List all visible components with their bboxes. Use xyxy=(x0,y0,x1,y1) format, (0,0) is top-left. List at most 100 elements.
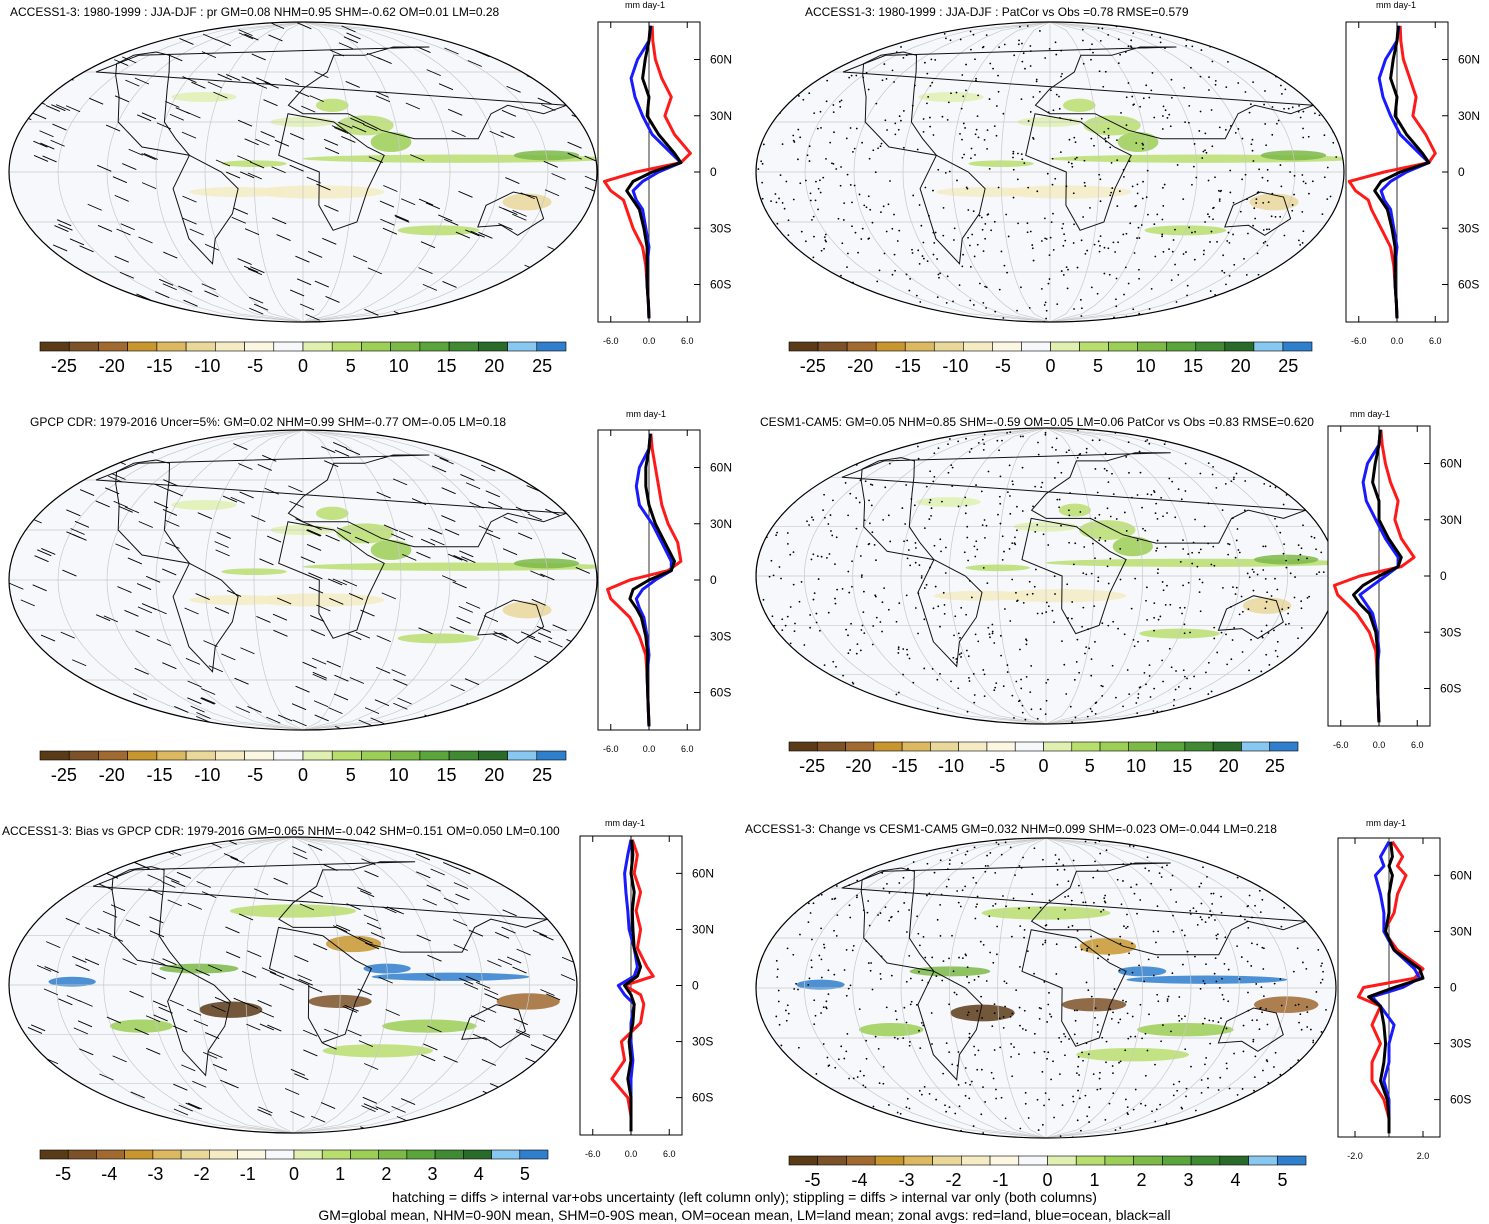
hatch-mark xyxy=(40,1110,55,1118)
stipple-dot xyxy=(813,1023,816,1026)
stipple-dot xyxy=(1241,314,1244,316)
hatch-mark xyxy=(504,1085,520,1093)
hatch-mark xyxy=(136,1132,151,1133)
stipple-dot xyxy=(786,615,789,618)
stipple-dot xyxy=(902,876,905,879)
hatch-mark xyxy=(564,434,580,441)
stipple-dot xyxy=(1318,274,1321,277)
stipple-dot xyxy=(789,904,792,907)
stipple-dot xyxy=(1238,695,1241,697)
stipple-dot xyxy=(1040,287,1043,290)
stipple-dot xyxy=(1274,486,1277,489)
stipple-dot xyxy=(826,556,828,559)
stipple-dot xyxy=(1284,623,1287,626)
colorbar-label: 0 xyxy=(1038,756,1048,776)
stipple-dot xyxy=(1279,215,1282,218)
stipple-dot xyxy=(1305,712,1308,715)
stipple-dot xyxy=(1099,39,1102,42)
stipple-dot xyxy=(1099,244,1101,247)
hatch-mark xyxy=(238,32,254,40)
colorbar-label: 0 xyxy=(289,1164,299,1184)
stipple-dot xyxy=(1117,62,1120,65)
stipple-dot xyxy=(1260,461,1262,464)
colorbar-cell xyxy=(302,750,333,761)
hatch-mark xyxy=(201,51,217,59)
hatch-mark xyxy=(225,951,241,959)
colorbar-cell xyxy=(215,750,245,761)
stipple-dot xyxy=(964,853,967,856)
stipple-dot xyxy=(861,141,863,144)
stipple-dot xyxy=(879,912,882,914)
stipple-dot xyxy=(1021,711,1024,714)
coastline xyxy=(167,967,231,1077)
x-tick-label: 2.0 xyxy=(1417,1151,1430,1161)
anomaly-region xyxy=(1058,503,1091,517)
stipple-dot xyxy=(804,179,807,182)
stipple-dot xyxy=(1214,293,1217,296)
stipple-dot xyxy=(1133,103,1135,106)
stipple-dot xyxy=(1303,264,1306,267)
stipple-dot xyxy=(1247,991,1249,994)
stipple-dot xyxy=(812,553,815,556)
stipple-dot xyxy=(984,536,986,539)
stipple-dot xyxy=(891,227,894,230)
stipple-dot xyxy=(1141,147,1144,150)
map-panel-2 xyxy=(755,21,1345,323)
stipple-dot xyxy=(1175,670,1177,672)
colorbar-cell xyxy=(390,750,421,761)
hatch-mark xyxy=(134,77,150,85)
stipple-dot xyxy=(825,1000,828,1003)
stipple-dot xyxy=(1313,536,1316,539)
stipple-dot xyxy=(1230,658,1233,661)
stipple-dot xyxy=(1084,901,1087,904)
hatch-mark xyxy=(87,203,102,211)
stipple-dot xyxy=(909,564,912,567)
stipple-dot xyxy=(1266,228,1268,231)
hatch-mark xyxy=(527,440,542,448)
stipple-dot xyxy=(952,656,955,659)
hatch-mark xyxy=(453,944,468,951)
stipple-dot xyxy=(885,844,888,847)
stipple-dot xyxy=(1044,941,1047,944)
graticule-lon xyxy=(1000,22,1051,322)
stipple-dot xyxy=(840,166,842,168)
stipple-dot xyxy=(1036,1098,1039,1101)
hatch-mark xyxy=(39,130,54,138)
hatch-mark xyxy=(237,155,252,163)
stipple-dot xyxy=(759,245,762,248)
stipple-dot xyxy=(1099,1087,1102,1090)
stipple-dot xyxy=(837,1108,839,1111)
stipple-dot xyxy=(1329,195,1332,198)
anomaly-region xyxy=(189,187,288,197)
stipple-dot xyxy=(1096,292,1099,295)
stipple-dot xyxy=(928,501,931,504)
stipple-dot xyxy=(1039,30,1041,32)
stipple-dot xyxy=(1236,1104,1239,1107)
graticule-lon xyxy=(57,430,304,730)
hatch-mark xyxy=(289,164,304,172)
colorbar-cell xyxy=(244,341,275,352)
stipple-dot xyxy=(906,653,909,656)
stipple-dot xyxy=(826,846,829,849)
colorbar-cell xyxy=(434,1149,464,1160)
hatch-mark xyxy=(249,161,265,169)
zonal-line-all xyxy=(625,25,683,319)
stipple-dot xyxy=(1270,438,1273,441)
stipple-dot xyxy=(1152,710,1155,712)
hatch-mark xyxy=(200,688,216,695)
hatch-mark xyxy=(43,988,59,996)
hatch-mark xyxy=(145,1015,161,1023)
stipple-dot xyxy=(863,1074,865,1077)
stipple-dot xyxy=(776,1078,779,1081)
stipple-dot xyxy=(820,976,823,979)
stipple-dot xyxy=(883,63,886,65)
stipple-dot xyxy=(1322,430,1324,433)
stipple-dot xyxy=(853,147,856,150)
stipple-dot xyxy=(814,55,817,58)
stipple-dot xyxy=(1303,663,1305,666)
stipple-dot xyxy=(855,127,858,130)
stipple-dot xyxy=(984,285,987,288)
graticule-lon xyxy=(1049,22,1198,322)
hatch-mark xyxy=(138,521,153,528)
stipple-dot xyxy=(994,686,997,689)
